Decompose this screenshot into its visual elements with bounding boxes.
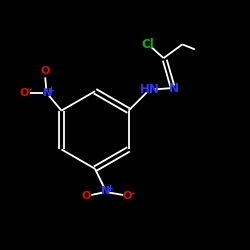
Text: O: O: [123, 191, 132, 201]
Text: -: -: [130, 188, 134, 198]
Text: +: +: [106, 184, 113, 193]
Text: O: O: [19, 88, 29, 98]
Text: N: N: [168, 82, 178, 94]
Text: O: O: [40, 66, 50, 76]
Text: N: N: [101, 186, 110, 196]
Text: -: -: [28, 85, 32, 95]
Text: O: O: [82, 191, 91, 201]
Text: +: +: [48, 86, 54, 94]
Text: Cl: Cl: [141, 38, 154, 51]
Text: N: N: [42, 88, 52, 98]
Text: HN: HN: [140, 83, 160, 96]
